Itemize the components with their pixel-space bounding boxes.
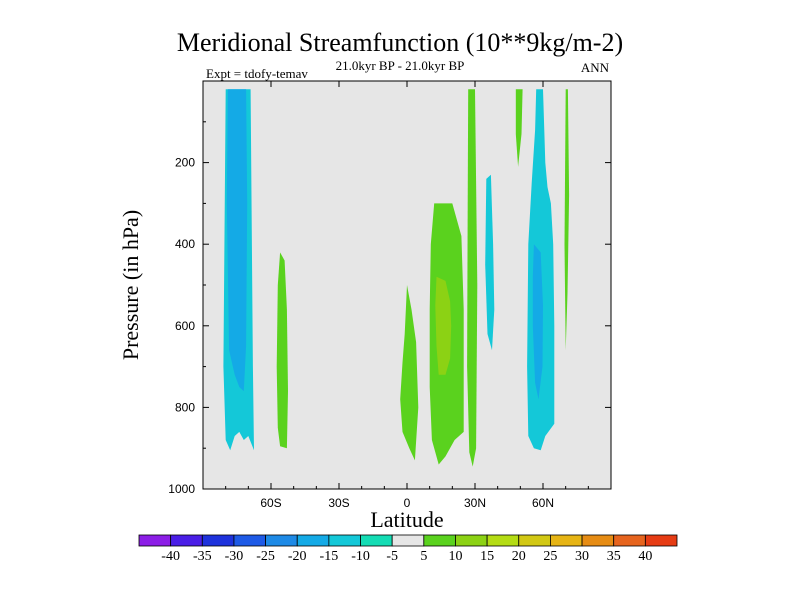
colorbar-swatch <box>613 534 646 547</box>
colorbar-label: 5 <box>420 549 427 564</box>
colorbar-swatch <box>328 534 361 547</box>
colorbar-swatch <box>296 534 330 547</box>
contour-region-8 <box>515 89 523 167</box>
y-tick-label: 1000 <box>168 482 195 496</box>
colorbar-label: -30 <box>225 549 244 564</box>
colorbar-swatch <box>486 534 520 547</box>
y-tick-label: 600 <box>175 319 195 333</box>
contour-region-5 <box>435 276 452 375</box>
colorbar-label: -10 <box>351 549 370 564</box>
colorbar-swatch <box>455 534 488 547</box>
contour-region-1 <box>226 89 248 392</box>
season-label: ANN <box>580 60 610 75</box>
colorbar-label: 40 <box>638 549 652 564</box>
colorbar-label: -15 <box>320 549 339 564</box>
y-tick-label: 200 <box>175 156 195 170</box>
contour-region-11 <box>564 89 570 351</box>
x-axis-label: Latitude <box>370 507 443 532</box>
y-axis-label: Pressure (in hPa) <box>118 210 143 360</box>
colorbar-swatch <box>201 534 235 547</box>
contour-region-2 <box>276 252 288 449</box>
contour-region-3 <box>400 285 419 461</box>
colorbar-label: 25 <box>543 549 557 564</box>
colorbar-swatch <box>265 534 298 547</box>
colorbar-label: -35 <box>193 549 212 564</box>
chart-title: Meridional Streamfunction (10**9kg/m-2) <box>176 28 624 57</box>
colorbar-swatch <box>644 534 678 547</box>
colorbar-label: 10 <box>448 549 462 564</box>
x-tick-label: 30S <box>328 496 349 510</box>
colorbar-label: -5 <box>386 549 398 564</box>
colorbar-swatch <box>423 534 456 547</box>
colorbar-swatch <box>391 534 425 547</box>
colorbar-label: 35 <box>607 549 621 564</box>
colorbar-label: -20 <box>288 549 307 564</box>
colorbar-label: 30 <box>575 549 589 564</box>
x-tick-label: 60S <box>260 496 281 510</box>
colorbar-label: -40 <box>161 549 180 564</box>
colorbar-swatch <box>233 534 266 547</box>
x-tick-label: 0 <box>404 496 411 510</box>
contour-region-7 <box>485 174 495 351</box>
experiment-label: Expt = tdofy-temav <box>206 66 308 81</box>
colorbar-swatch <box>360 534 393 547</box>
colorbar-swatch <box>581 534 615 547</box>
x-tick-label: 30N <box>464 496 486 510</box>
colorbar-swatch <box>170 534 203 547</box>
contour-region-10 <box>532 244 543 400</box>
colorbar-label: 15 <box>480 549 494 564</box>
x-tick-label: 60N <box>532 496 554 510</box>
y-tick-label: 400 <box>175 237 195 251</box>
colorbar-swatch <box>550 534 583 547</box>
colorbar-label: 20 <box>512 549 526 564</box>
colorbar-swatch <box>518 534 551 547</box>
colorbar-label: -25 <box>256 549 275 564</box>
y-tick-label: 800 <box>175 400 195 414</box>
chart-subtitle: 21.0kyr BP - 21.0kyr BP <box>335 58 465 73</box>
contour-region-6 <box>467 89 478 467</box>
colorbar-swatch <box>138 534 172 547</box>
